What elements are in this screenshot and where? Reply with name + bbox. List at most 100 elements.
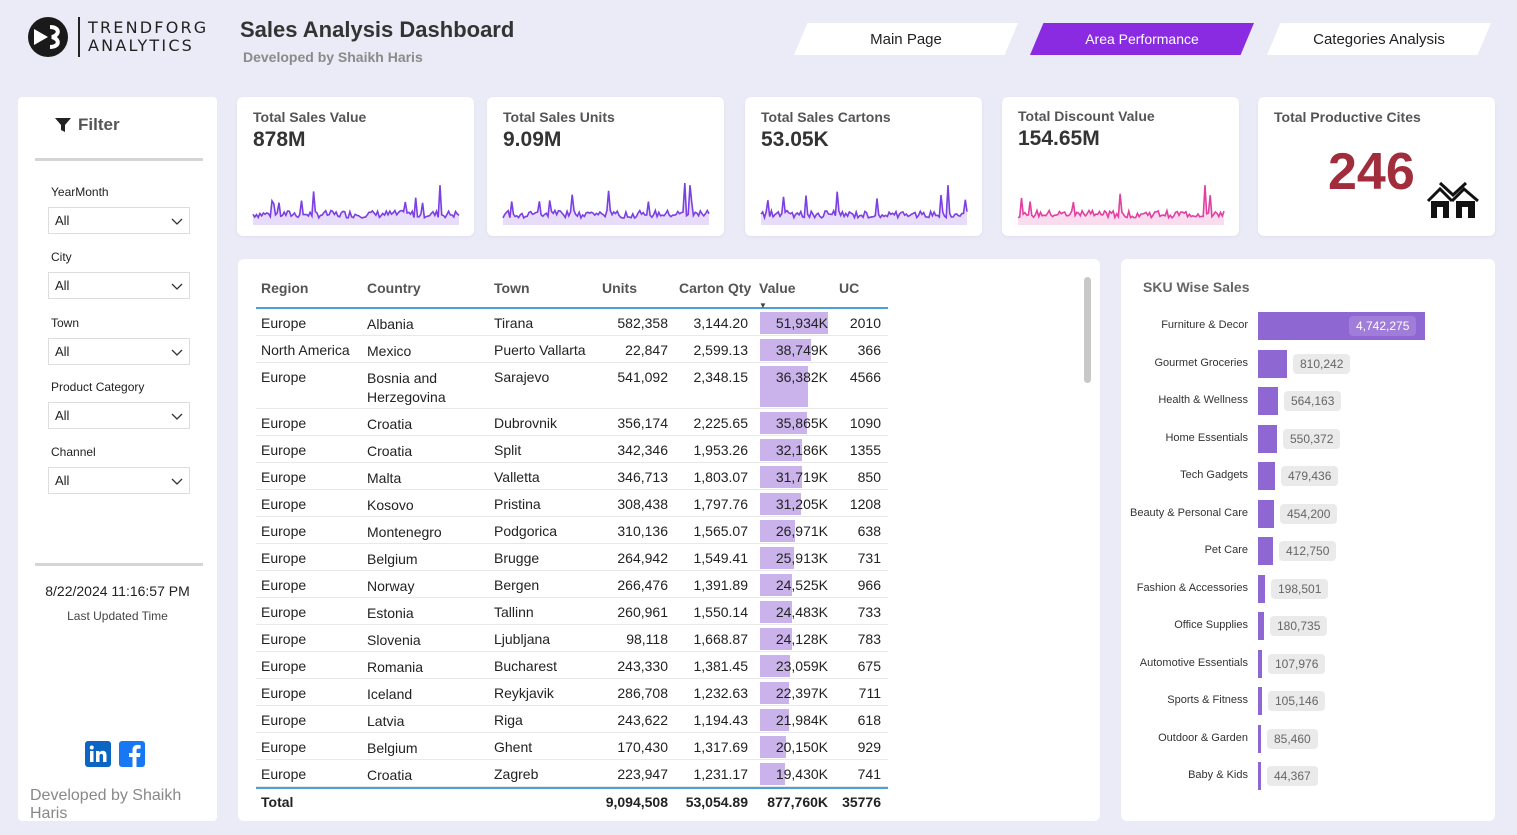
sku-bar[interactable] [1258,349,1287,378]
sku-bar-row[interactable]: Pet Care 412,750 [1121,537,1495,565]
cell-region: Europe [261,415,307,431]
cell-value: 36,382K [775,369,828,385]
town-dropdown[interactable]: All [48,338,190,365]
tab-area-performance[interactable]: Area Performance [1030,23,1254,55]
table-row[interactable]: Europe Montenegro Podgorica 310,136 1,56… [256,517,888,544]
cell-uc: 733 [857,604,881,620]
sku-bar[interactable] [1258,312,1425,340]
linkedin-icon[interactable] [85,741,111,767]
facebook-icon[interactable] [119,741,145,767]
sku-bar[interactable] [1258,612,1264,640]
cell-value: 51,934K [775,315,828,331]
table-row[interactable]: Europe Croatia Dubrovnik 356,174 2,225.6… [256,409,888,436]
sku-value-label: 550,372 [1283,428,1341,449]
channel-dropdown[interactable]: All [48,467,190,494]
cell-country: Belgium [367,551,418,567]
sku-bar-row[interactable]: Baby & Kids 44,367 [1121,762,1495,790]
cell-uc: 850 [857,469,881,485]
sort-descending-icon: ▼ [759,301,767,310]
column-header-uc[interactable]: UC [839,280,860,296]
kpi-title: Total Sales Value [253,109,367,125]
sku-bar-row[interactable]: Fashion & Accessories 198,501 [1121,574,1495,603]
table-row[interactable]: Europe Bosnia and Herzegovina Sarajevo 5… [256,363,888,409]
sku-bar-row[interactable]: Outdoor & Garden 85,460 [1121,724,1495,753]
sku-bar-row[interactable]: Home Essentials 550,372 [1121,424,1495,453]
table-row[interactable]: Europe Iceland Reykjavik 286,708 1,232.6… [256,679,888,706]
table-row[interactable]: Europe Croatia Split 342,346 1,953.26 32… [256,436,888,463]
sku-bar-row[interactable]: Sports & Fitness 105,146 [1121,687,1495,715]
cell-value: 35,865K [775,415,828,431]
cell-town: Ghent [494,739,533,755]
filter-header: Filter [54,115,120,135]
cell-country: Romania [367,659,424,675]
column-header-country[interactable]: Country [367,280,421,296]
table-scrollbar[interactable] [1084,277,1091,383]
table-row[interactable]: Europe Belgium Brugge 264,942 1,549.41 2… [256,544,888,571]
sku-bar[interactable] [1258,649,1262,678]
houses-icon [1426,181,1479,218]
value-data-bar [760,601,792,623]
cell-carton-qty: 1,797.76 [693,496,749,512]
divider [35,563,203,566]
table-row[interactable]: Europe Kosovo Pristina 308,438 1,797.76 … [256,490,888,517]
table-row[interactable]: Europe Norway Bergen 266,476 1,391.89 24… [256,571,888,598]
cell-country: Slovenia [367,632,421,648]
table-row[interactable]: Europe Albania Tirana 582,358 3,144.20 5… [256,309,888,336]
cell-region: Europe [261,550,307,566]
value-data-bar [760,439,802,461]
sku-bar-row[interactable]: Beauty & Personal Care 454,200 [1121,499,1495,528]
cell-units: 266,476 [617,577,668,593]
brand-logo: TRENDFORG ANALYTICS [26,14,216,60]
product-category-dropdown[interactable]: All [48,402,190,429]
sku-bar[interactable] [1258,424,1277,453]
table-row[interactable]: Europe Estonia Tallinn 260,961 1,550.14 … [256,598,888,625]
sku-bar[interactable] [1258,724,1261,753]
table-row[interactable]: North America Mexico Puerto Vallarta 22,… [256,336,888,363]
table-row[interactable]: Europe Latvia Riga 243,622 1,194.43 21,9… [256,706,888,733]
city-dropdown[interactable]: All [48,272,190,299]
sku-bar-row[interactable]: Furniture & Decor 4,742,275 [1121,312,1495,340]
tab-categories-analysis[interactable]: Categories Analysis [1267,23,1491,55]
sku-label: Gourmet Groceries [1154,356,1248,369]
sku-bar[interactable] [1258,499,1274,528]
sparkline [1017,185,1225,225]
sku-bar[interactable] [1258,387,1278,415]
sku-bar[interactable] [1258,462,1275,490]
table-row[interactable]: Europe Belgium Ghent 170,430 1,317.69 20… [256,733,888,760]
cell-uc: 741 [857,766,881,782]
table-row[interactable]: Europe Romania Bucharest 243,330 1,381.4… [256,652,888,679]
yearmonth-dropdown[interactable]: All [48,207,190,234]
tab-main-page[interactable]: Main Page [794,23,1018,55]
column-header-region[interactable]: Region [261,280,309,296]
sku-bar-row[interactable]: Automotive Essentials 107,976 [1121,649,1495,678]
cell-units: 243,622 [617,712,668,728]
sku-label: Office Supplies [1174,619,1248,631]
sku-bar[interactable] [1258,574,1265,603]
sku-bar-row[interactable]: Office Supplies 180,735 [1121,612,1495,640]
sku-bar[interactable] [1258,762,1261,790]
sku-wise-sales-panel: SKU Wise Sales Furniture & Decor 4,742,2… [1121,259,1495,821]
table-row[interactable]: Europe Croatia Zagreb 223,947 1,231.17 1… [256,760,888,787]
sku-bar-row[interactable]: Tech Gadgets 479,436 [1121,462,1495,490]
column-header-carton-qty[interactable]: Carton Qty [679,280,752,296]
sku-bar-row[interactable]: Health & Wellness 564,163 [1121,387,1495,415]
cell-town: Tallinn [494,604,534,620]
table-row[interactable]: Europe Slovenia Ljubljana 98,118 1,668.8… [256,625,888,652]
column-header-units[interactable]: Units [602,280,637,296]
sku-label: Home Essentials [1165,431,1248,444]
cell-country: Estonia [367,605,414,621]
value-data-bar [760,366,808,407]
column-header-town[interactable]: Town [494,280,530,296]
column-header-value[interactable]: Value [759,280,796,296]
cell-region: Europe [261,658,307,674]
cell-carton-qty: 1,194.43 [693,712,749,728]
sku-bar-row[interactable]: Gourmet Groceries 810,242 [1121,349,1495,378]
sku-label: Baby & Kids [1188,769,1248,781]
cell-region: Europe [261,469,307,485]
value-data-bar [760,466,802,488]
value-data-bar [760,493,801,515]
sku-bar[interactable] [1258,687,1262,715]
table-row[interactable]: Europe Malta Valletta 346,713 1,803.07 3… [256,463,888,490]
cell-units: 223,947 [617,766,668,782]
sku-bar[interactable] [1258,537,1273,565]
